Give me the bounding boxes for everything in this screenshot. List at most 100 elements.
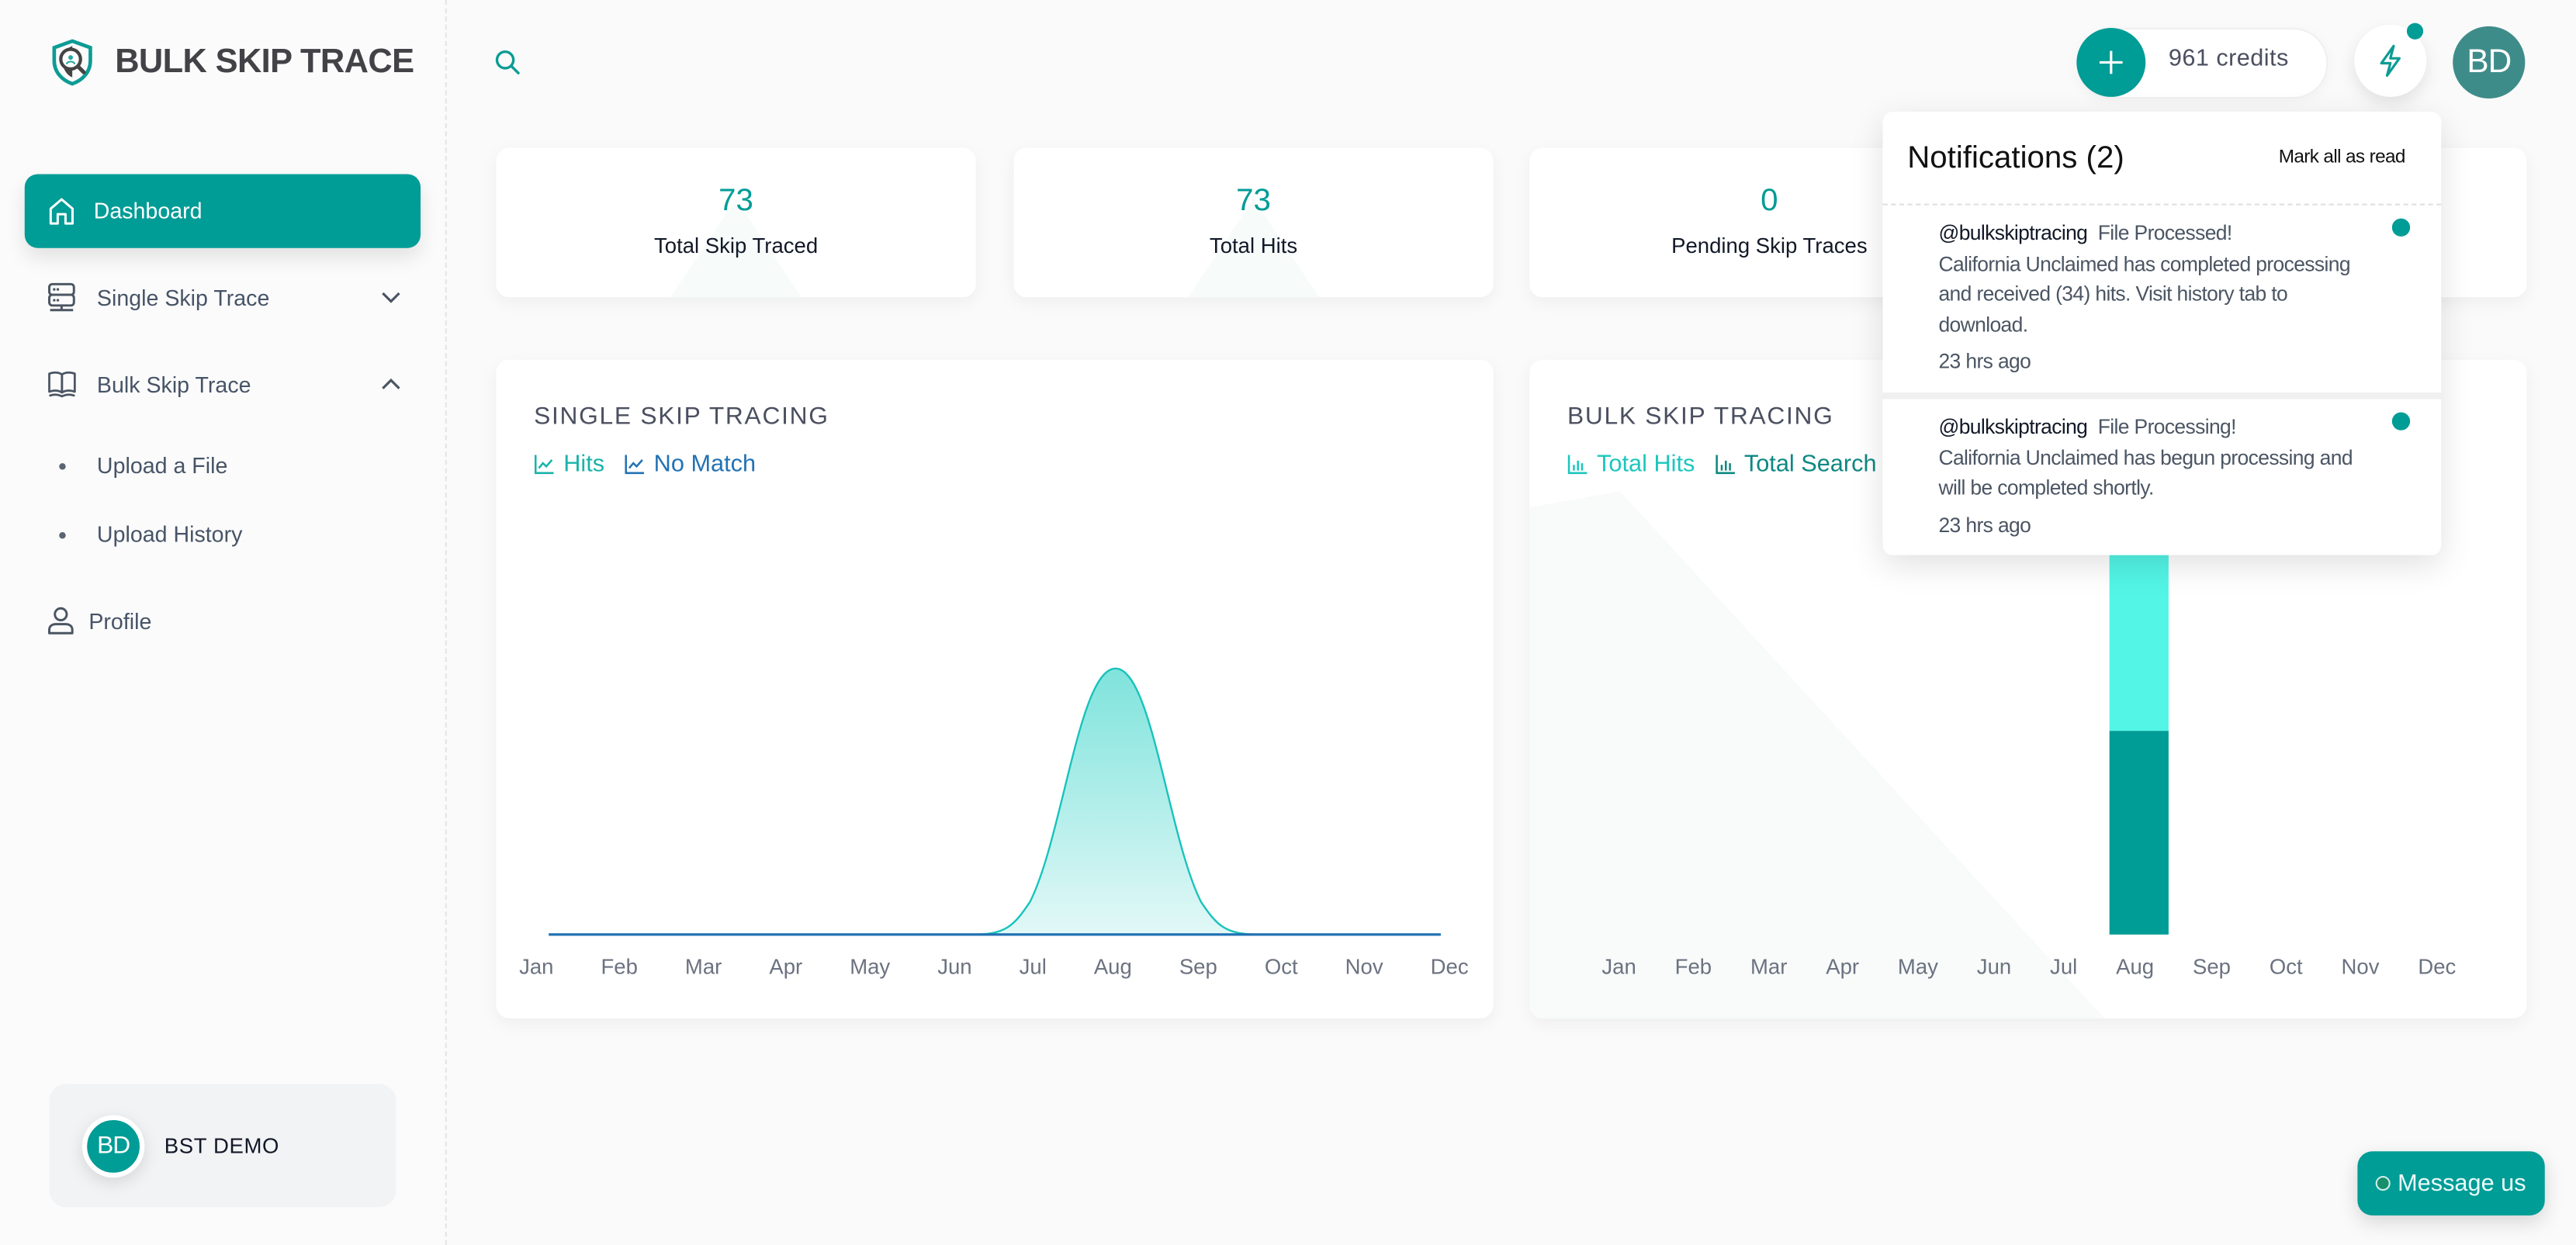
stat-value: 0 [1761, 184, 1778, 219]
line-chart-icon [534, 455, 554, 475]
home-icon [49, 198, 74, 225]
notification-badge [2406, 22, 2424, 40]
add-credits-button[interactable] [2076, 27, 2146, 97]
x-tick: Dec [2418, 954, 2457, 979]
notifications-title: Notifications (2) [1907, 141, 2124, 176]
stat-value: 73 [718, 184, 753, 219]
notification-time: 23 hrs ago [1938, 513, 2031, 537]
notification-title: File Processed! [2097, 221, 2233, 245]
legend-label: Hits [563, 451, 605, 479]
x-tick: Nov [1345, 954, 1383, 979]
x-tick: Mar [1750, 954, 1788, 979]
stat-value: 73 [1236, 184, 1271, 219]
search-icon[interactable] [494, 50, 521, 76]
x-tick: Sep [2192, 954, 2231, 979]
brand-name: BULK SKIP TRACE [115, 43, 414, 81]
decorative-shape [670, 199, 802, 298]
x-tick: Oct [2269, 954, 2303, 979]
sidebar-item-profile[interactable]: Profile [47, 604, 400, 637]
brand-logo[interactable]: BULK SKIP TRACE [47, 38, 414, 88]
bar-aug-total-search [2109, 524, 2169, 731]
notification-user: @bulkskiptracing [1938, 221, 2088, 245]
unread-indicator [2391, 412, 2411, 431]
user-icon [48, 607, 74, 635]
legend-label: No Match [653, 451, 757, 479]
message-us-button[interactable]: Message us [2357, 1151, 2545, 1216]
notification-title: File Processing! [2097, 415, 2237, 439]
legend-label: Total Search [1743, 451, 1877, 479]
unread-indicator [2391, 218, 2411, 237]
x-axis-labels: Jan Feb Mar Apr May Jun Jul Aug Sep Oct … [1601, 954, 2456, 979]
legend-label: Total Hits [1597, 451, 1695, 479]
legend-item-no-match[interactable]: No Match [625, 451, 757, 479]
bolt-icon [2380, 44, 2401, 77]
chevron-up-icon[interactable] [381, 378, 400, 391]
x-tick: May [1897, 954, 1938, 979]
message-us-label: Message us [2398, 1170, 2526, 1197]
server-icon [48, 282, 75, 312]
decorative-shape [1187, 199, 1320, 298]
x-tick: Mar [684, 954, 722, 979]
stat-label: Total Hits [1209, 233, 1298, 258]
mark-all-read-button[interactable]: Mark all as read [2278, 147, 2406, 168]
chevron-down-icon[interactable] [381, 291, 400, 304]
area-chart-plot [549, 667, 1441, 936]
x-tick: Jul [1019, 954, 1047, 979]
book-open-icon [48, 371, 76, 398]
x-tick: Aug [2116, 954, 2155, 979]
x-tick: Aug [1093, 954, 1132, 979]
chart-legend: Hits No Match [534, 451, 775, 478]
bullet-icon [59, 531, 66, 538]
x-tick: Apr [1826, 954, 1860, 979]
x-tick: Jun [937, 954, 972, 979]
sidebar-item-single-skip-trace[interactable]: Single Skip Trace [47, 281, 400, 313]
decorative-background [1529, 491, 2105, 1018]
line-chart-icon [625, 455, 644, 475]
header-avatar[interactable]: BD [2453, 26, 2526, 99]
sidebar-item-dashboard[interactable]: Dashboard [24, 174, 421, 248]
x-tick: Jan [519, 954, 554, 979]
notifications-dropdown: Notifications (2) Mark all as read @bulk… [1882, 111, 2442, 555]
user-name: BST DEMO [164, 1133, 280, 1158]
bar-chart-plot [2109, 524, 2169, 935]
notification-user: @bulkskiptracing [1938, 415, 2088, 439]
chart-title: SINGLE SKIP TRACING [534, 402, 829, 431]
notification-time: 23 hrs ago [1938, 349, 2031, 373]
chart-legend: Total Hits Total Search [1567, 451, 1896, 478]
stat-card-total-skip-traced: 73 Total Skip Traced [496, 147, 976, 298]
bar-chart-icon [1715, 455, 1735, 475]
x-tick: Jan [1601, 954, 1636, 979]
notification-text: @bulkskiptracing File Processing! Califo… [1938, 412, 2375, 540]
plus-icon [2099, 50, 2123, 74]
sidebar-subitem-label: Upload History [96, 522, 243, 548]
sidebar-item-label: Bulk Skip Trace [96, 372, 251, 397]
notification-item[interactable]: @bulkskiptracing File Processing! Califo… [1882, 399, 2442, 555]
sidebar-item-label: Profile [88, 608, 152, 634]
credits-balance: 961 credits [2168, 46, 2289, 73]
bar-chart-icon [1567, 455, 1587, 475]
notification-body: California Unclaimed has begun processin… [1938, 445, 2353, 500]
sidebar-item-label: Single Skip Trace [96, 285, 270, 310]
sidebar-subitem-upload-file[interactable]: Upload a File [59, 453, 227, 478]
x-tick: Feb [601, 954, 638, 979]
x-tick: Jul [2050, 954, 2078, 979]
notification-item[interactable]: @bulkskiptracing File Processed! Califor… [1882, 205, 2442, 393]
single-skip-tracing-chart: SINGLE SKIP TRACING Hits No Match [496, 359, 1494, 1018]
x-tick: Jun [1976, 954, 2012, 979]
sidebar-subitem-label: Upload a File [96, 453, 228, 479]
legend-item-total-search[interactable]: Total Search [1715, 451, 1877, 478]
sidebar-subitem-upload-history[interactable]: Upload History [59, 522, 242, 547]
sidebar-item-bulk-skip-trace[interactable]: Bulk Skip Trace [47, 368, 400, 400]
notification-text: @bulkskiptracing File Processed! Califor… [1938, 219, 2375, 377]
shield-search-icon [52, 39, 92, 86]
bar-aug-total-hits [2109, 731, 2169, 935]
x-axis-labels: Jan Feb Mar Apr May Jun Jul Aug Sep Oct … [519, 954, 1469, 979]
x-tick: Sep [1179, 954, 1217, 979]
chart-title: BULK SKIP TRACING [1567, 402, 1834, 431]
legend-item-total-hits[interactable]: Total Hits [1567, 451, 1695, 478]
legend-item-hits[interactable]: Hits [534, 451, 604, 478]
x-tick: Nov [2341, 954, 2380, 979]
user-card[interactable]: BD BST DEMO [49, 1084, 396, 1208]
bullet-icon [59, 462, 66, 469]
stat-label: Pending Skip Traces [1671, 233, 1868, 258]
